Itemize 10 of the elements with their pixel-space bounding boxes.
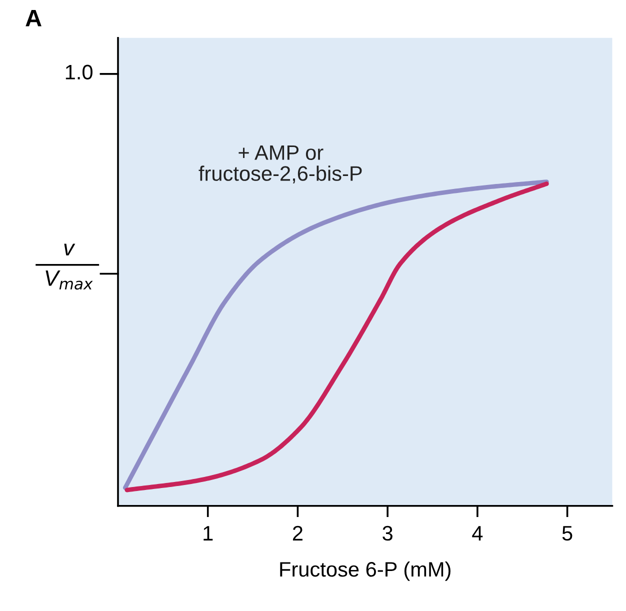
chart-title: A: [26, 10, 42, 26]
x-axis-title: Fructose 6-P (mM): [280, 561, 450, 581]
y-axis-title: v V$_{max}$: [46, 244, 93, 290]
series-label: + AMP or fructose-2,6-bis-P: [198, 145, 362, 184]
x-tick-label: 1: [204, 526, 213, 540]
x-tick-label: 5: [562, 526, 572, 541]
text: 1.0: [66, 64, 92, 80]
x-tick-label: 3: [382, 526, 392, 541]
x-tick-label: 4: [472, 526, 483, 540]
x-tick-label: 2: [292, 526, 302, 540]
